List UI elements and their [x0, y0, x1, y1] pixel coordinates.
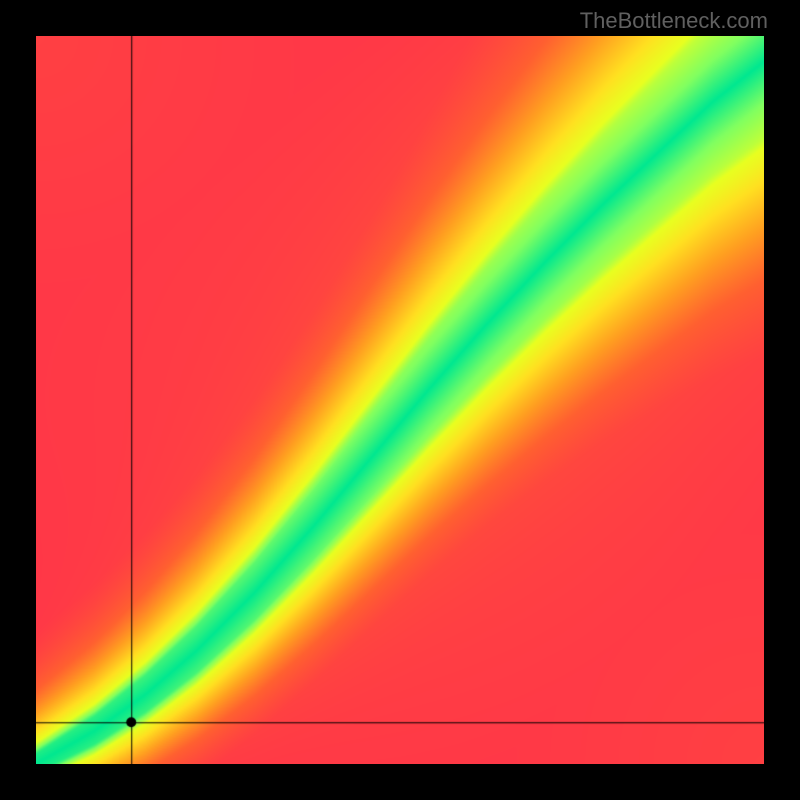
watermark-text: TheBottleneck.com: [580, 8, 768, 34]
heatmap-plot: [36, 36, 764, 764]
heatmap-canvas: [36, 36, 764, 764]
